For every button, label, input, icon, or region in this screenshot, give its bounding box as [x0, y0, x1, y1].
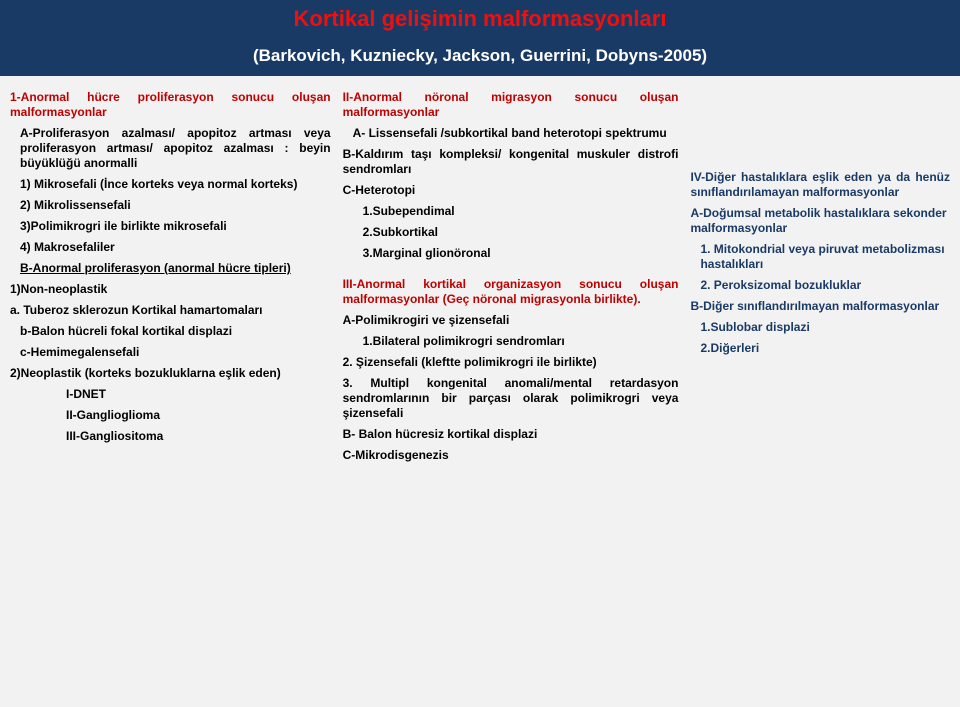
section-2-heading: II-Anormal nöronal migrasyon sonucu oluş…: [343, 90, 679, 120]
sec1-b1: 1)Non-neoplastik: [10, 282, 331, 297]
sec2-c3: 3.Marginal glionöronal: [343, 246, 679, 261]
sec1-a4: 4) Makrosefaliler: [10, 240, 331, 255]
sec1-b2ii: II-Ganglioglioma: [10, 408, 331, 423]
sec1-b1a: a. Tuberoz sklerozun Kortikal hamartomal…: [10, 303, 331, 318]
sec2-c2: 2.Subkortikal: [343, 225, 679, 240]
sec3-a3: 3. Multipl kongenital anomali/mental ret…: [343, 376, 679, 421]
sec3-b: B- Balon hücresiz kortikal displazi: [343, 427, 679, 442]
sec1-a-intro: A-Proliferasyon azalması/ apopitoz artma…: [10, 126, 331, 171]
sec4-a1: 1. Mitokondrial veya piruvat metabolizma…: [690, 242, 950, 272]
slide-body: 1-Anormal hücre proliferasyon sonucu olu…: [0, 76, 960, 483]
sec1-b2iii: III-Gangliositoma: [10, 429, 331, 444]
sec3-a2: 2. Şizensefali (kleftte polimikrogri ile…: [343, 355, 679, 370]
sec3-c: C-Mikrodisgenezis: [343, 448, 679, 463]
sec3-a: A-Polimikrogiri ve şizensefali: [343, 313, 679, 328]
sec1-b-title: B-Anormal proliferasyon (anormal hücre t…: [10, 261, 331, 276]
sec1-a2: 2) Mikrolissensefali: [10, 198, 331, 213]
sec1-b2i: I-DNET: [10, 387, 331, 402]
sec2-c1: 1.Subependimal: [343, 204, 679, 219]
slide-header: Kortikal gelişimin malformasyonları (Bar…: [0, 0, 960, 76]
sec4-a: A-Doğumsal metabolik hastalıklara sekond…: [690, 206, 950, 236]
sec1-b1c: c-Hemimegalensefali: [10, 345, 331, 360]
column-1: 1-Anormal hücre proliferasyon sonucu olu…: [10, 90, 331, 469]
sec4-b1: 1.Sublobar displazi: [690, 320, 950, 335]
slide-subtitle: (Barkovich, Kuzniecky, Jackson, Guerrini…: [0, 46, 960, 66]
slide-title: Kortikal gelişimin malformasyonları: [0, 6, 960, 32]
sec1-a3: 3)Polimikrogri ile birlikte mikrosefali: [10, 219, 331, 234]
sec3-a1: 1.Bilateral polimikrogri sendromları: [343, 334, 679, 349]
sec1-b2: 2)Neoplastik (korteks bozukluklarna eşli…: [10, 366, 331, 381]
sec2-a: A- Lissensefali /subkortikal band hetero…: [343, 126, 679, 141]
section-3-heading: III-Anormal kortikal organizasyon sonucu…: [343, 277, 679, 307]
sec2-b: B-Kaldırım taşı kompleksi/ kongenital mu…: [343, 147, 679, 177]
column-2: II-Anormal nöronal migrasyon sonucu oluş…: [343, 90, 679, 469]
sec4-b2: 2.Diğerleri: [690, 341, 950, 356]
sec4-a2: 2. Peroksizomal bozukluklar: [690, 278, 950, 293]
sec1-a1: 1) Mikrosefali (İnce korteks veya normal…: [10, 177, 331, 192]
section-4-heading: IV-Diğer hastalıklara eşlik eden ya da h…: [690, 170, 950, 200]
column-3: IV-Diğer hastalıklara eşlik eden ya da h…: [690, 90, 950, 469]
sec2-c: C-Heterotopi: [343, 183, 679, 198]
sec4-b: B-Diğer sınıflandırılmayan malformasyonl…: [690, 299, 950, 314]
section-1-heading: 1-Anormal hücre proliferasyon sonucu olu…: [10, 90, 331, 120]
sec1-b1b: b-Balon hücreli fokal kortikal displazi: [10, 324, 331, 339]
